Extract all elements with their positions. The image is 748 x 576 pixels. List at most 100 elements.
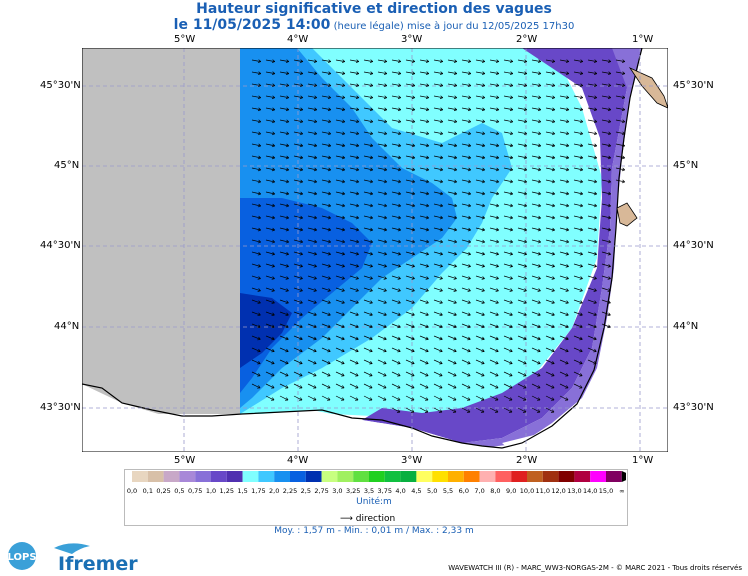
direction-arrowhead: [565, 288, 569, 292]
direction-label: direction: [355, 514, 396, 524]
direction-arrowhead: [551, 167, 556, 172]
direction-arrowhead: [299, 288, 303, 292]
direction-arrow: [349, 191, 359, 195]
direction-arrowhead: [565, 373, 569, 377]
direction-arrow: [517, 335, 527, 340]
direction-arrowhead: [593, 215, 598, 220]
direction-arrow: [391, 383, 401, 389]
direction-arrowhead: [439, 131, 444, 136]
direction-arrow: [517, 227, 527, 231]
direction-arrowhead: [481, 300, 485, 304]
direction-arrowhead: [593, 227, 597, 232]
direction-arrowhead: [467, 155, 472, 160]
direction-arrow: [545, 275, 555, 280]
ifremer-logo-mark: Ifremer: [54, 543, 138, 575]
direction-arrowhead: [369, 276, 373, 280]
direction-arrow: [251, 227, 261, 231]
direction-arrowhead: [299, 373, 303, 377]
direction-arrow: [293, 107, 303, 111]
direction-arrowhead: [537, 348, 541, 353]
direction-arrow: [503, 155, 513, 159]
direction-arrowhead: [313, 312, 317, 317]
direction-arrowhead: [257, 288, 261, 292]
direction-arrowhead: [257, 324, 261, 329]
direction-arrow: [433, 95, 443, 99]
direction-arrowhead: [523, 71, 528, 76]
legend-tick-label: 7,0: [474, 487, 484, 495]
direction-arrow: [517, 287, 527, 292]
direction-arrowhead: [439, 397, 443, 401]
direction-arrowhead: [397, 276, 401, 280]
direction-arrow: [531, 407, 541, 413]
direction-arrow: [265, 263, 275, 267]
direction-arrowhead: [495, 348, 499, 353]
direction-arrow: [601, 251, 611, 255]
direction-arrowhead: [453, 336, 457, 341]
direction-arrow: [573, 323, 583, 328]
direction-arrowhead: [523, 300, 527, 304]
direction-arrowhead: [411, 107, 416, 112]
direction-arrowhead: [537, 264, 541, 268]
direction-arrow: [377, 347, 387, 352]
direction-arrow: [559, 179, 569, 183]
direction-arrow: [475, 155, 485, 159]
direction-arrowhead: [411, 203, 416, 208]
direction-arrowhead: [271, 191, 276, 196]
direction-arrowhead: [607, 239, 611, 244]
direction-arrow: [447, 71, 457, 74]
legend-unit: Unité:m: [356, 497, 392, 507]
direction-arrow: [545, 131, 555, 135]
direction-arrowhead: [285, 227, 289, 232]
direction-arrowhead: [285, 324, 289, 329]
direction-arrowhead: [369, 83, 374, 88]
direction-arrowhead: [481, 312, 485, 317]
direction-arrowhead: [565, 83, 570, 88]
direction-arrow: [461, 179, 471, 183]
legend-swatch: [495, 471, 512, 482]
direction-arrow: [475, 371, 485, 377]
direction-arrow: [349, 59, 359, 62]
direction-arrowhead: [341, 276, 345, 280]
direction-arrowhead: [523, 288, 527, 292]
direction-arrowhead: [355, 324, 359, 329]
direction-arrow: [307, 275, 317, 280]
direction-arrow: [461, 59, 471, 62]
direction-arrowhead: [607, 300, 611, 304]
direction-arrowhead: [551, 95, 556, 100]
direction-arrow: [391, 275, 401, 280]
direction-arrow: [433, 143, 443, 147]
direction-arrow: [391, 131, 401, 135]
direction-arrow: [615, 59, 625, 62]
direction-arrowhead: [355, 179, 360, 184]
direction-arrow: [587, 323, 597, 328]
direction-arrowhead: [397, 95, 402, 100]
direction-arrow: [503, 383, 513, 389]
direction-arrowhead: [313, 348, 317, 353]
direction-arrowhead: [551, 119, 556, 124]
direction-arrowhead: [341, 83, 346, 88]
direction-arrowhead: [607, 71, 612, 76]
direction-arrowhead: [369, 215, 374, 220]
direction-arrow: [363, 371, 373, 377]
direction-arrow: [489, 299, 499, 304]
direction-arrowhead: [495, 239, 499, 244]
direction-arrowhead: [579, 107, 584, 112]
direction-arrow: [573, 119, 583, 123]
direction-arrow: [363, 179, 373, 183]
legend-swatch: [416, 471, 433, 482]
legend-swatch: [274, 471, 290, 482]
direction-arrowhead: [327, 373, 331, 377]
direction-arrow: [335, 287, 345, 292]
direction-arrow: [251, 119, 261, 123]
direction-arrowhead: [509, 107, 514, 112]
legend-swatch: [179, 471, 196, 482]
direction-arrow: [265, 143, 275, 147]
direction-arrowhead: [593, 288, 597, 292]
direction-arrow: [447, 299, 457, 304]
direction-arrow: [461, 119, 471, 123]
direction-arrowhead: [565, 143, 570, 148]
direction-arrow: [489, 107, 499, 111]
direction-arrow: [363, 359, 373, 364]
direction-arrowhead: [397, 191, 402, 196]
direction-arrow: [461, 131, 471, 135]
